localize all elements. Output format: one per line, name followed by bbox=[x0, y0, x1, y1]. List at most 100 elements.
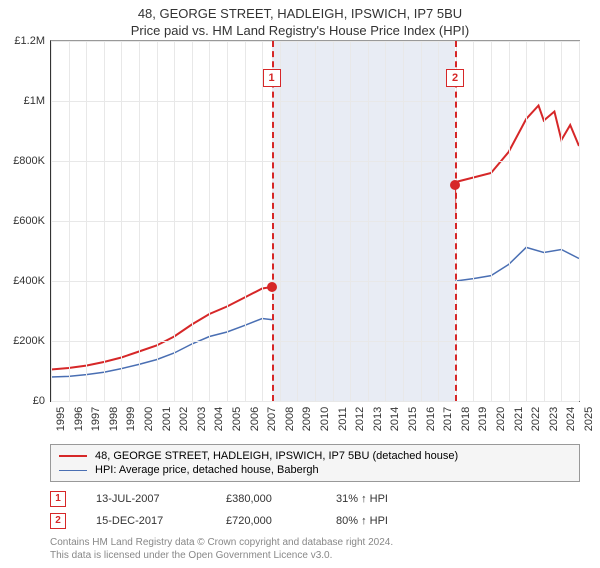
y-tick-label: £800K bbox=[13, 155, 51, 167]
event-row: 2 15-DEC-2017 £720,000 80% ↑ HPI bbox=[50, 510, 580, 532]
events-table: 1 13-JUL-2007 £380,000 31% ↑ HPI 2 15-DEC-201… bbox=[50, 488, 580, 532]
event-marker bbox=[267, 282, 277, 292]
event-price: £720,000 bbox=[226, 515, 306, 527]
footer-line2: This data is licensed under the Open Gov… bbox=[50, 549, 580, 562]
y-tick-label: £200K bbox=[13, 335, 51, 347]
x-tick-label: 2009 bbox=[297, 407, 313, 431]
gridline-v bbox=[509, 41, 510, 401]
footer-line1: Contains HM Land Registry data © Crown c… bbox=[50, 536, 580, 549]
chart-title: 48, GEORGE STREET, HADLEIGH, IPSWICH, IP… bbox=[0, 6, 600, 21]
legend-swatch bbox=[59, 470, 87, 471]
gridline-v bbox=[51, 41, 52, 401]
gridline-h bbox=[51, 401, 579, 402]
y-tick-label: £1.2M bbox=[14, 35, 51, 47]
gridline-v bbox=[209, 41, 210, 401]
x-tick-label: 2021 bbox=[509, 407, 525, 431]
event-pct: 31% ↑ HPI bbox=[336, 493, 436, 505]
x-tick-label: 2001 bbox=[157, 407, 173, 431]
gridline-v bbox=[69, 41, 70, 401]
x-tick-label: 2011 bbox=[333, 407, 349, 431]
x-tick-label: 2015 bbox=[403, 407, 419, 431]
x-tick-label: 2008 bbox=[280, 407, 296, 431]
event-row: 1 13-JUL-2007 £380,000 31% ↑ HPI bbox=[50, 488, 580, 510]
event-line bbox=[272, 41, 274, 401]
legend-swatch bbox=[59, 455, 87, 457]
gridline-v bbox=[350, 41, 351, 401]
chart-container: 48, GEORGE STREET, HADLEIGH, IPSWICH, IP… bbox=[0, 0, 600, 562]
gridline-v bbox=[262, 41, 263, 401]
event-badge: 1 bbox=[263, 69, 281, 87]
event-badge: 2 bbox=[446, 69, 464, 87]
x-tick-label: 1996 bbox=[69, 407, 85, 431]
gridline-v bbox=[438, 41, 439, 401]
x-tick-label: 2012 bbox=[350, 407, 366, 431]
x-tick-label: 2016 bbox=[421, 407, 437, 431]
x-tick-label: 2010 bbox=[315, 407, 331, 431]
gridline-v bbox=[121, 41, 122, 401]
x-tick-label: 2005 bbox=[227, 407, 243, 431]
plot-area: £0£200K£400K£600K£800K£1M£1.2M1995199619… bbox=[50, 40, 580, 402]
event-line bbox=[455, 41, 457, 401]
x-tick-label: 2002 bbox=[174, 407, 190, 431]
gridline-v bbox=[192, 41, 193, 401]
gridline-v bbox=[526, 41, 527, 401]
gridline-v bbox=[139, 41, 140, 401]
gridline-v bbox=[561, 41, 562, 401]
gridline-v bbox=[491, 41, 492, 401]
y-tick-label: £400K bbox=[13, 275, 51, 287]
event-marker bbox=[450, 180, 460, 190]
gridline-v bbox=[227, 41, 228, 401]
gridline-v bbox=[403, 41, 404, 401]
x-tick-label: 1997 bbox=[86, 407, 102, 431]
x-tick-label: 2007 bbox=[262, 407, 278, 431]
gridline-v bbox=[421, 41, 422, 401]
x-tick-label: 2014 bbox=[385, 407, 401, 431]
event-pct: 80% ↑ HPI bbox=[336, 515, 436, 527]
x-tick-label: 2018 bbox=[456, 407, 472, 431]
x-tick-label: 2013 bbox=[368, 407, 384, 431]
event-row-badge: 1 bbox=[50, 491, 66, 507]
event-price: £380,000 bbox=[226, 493, 306, 505]
legend-row: 48, GEORGE STREET, HADLEIGH, IPSWICH, IP… bbox=[59, 449, 571, 463]
x-tick-label: 2006 bbox=[245, 407, 261, 431]
gridline-v bbox=[104, 41, 105, 401]
x-tick-label: 1999 bbox=[121, 407, 137, 431]
legend-label: HPI: Average price, detached house, Babe… bbox=[95, 464, 319, 476]
gridline-v bbox=[333, 41, 334, 401]
gridline-v bbox=[315, 41, 316, 401]
x-tick-label: 1998 bbox=[104, 407, 120, 431]
event-date: 15-DEC-2017 bbox=[96, 515, 196, 527]
gridline-v bbox=[174, 41, 175, 401]
gridline-v bbox=[579, 41, 580, 401]
x-tick-label: 2022 bbox=[526, 407, 542, 431]
x-tick-label: 2024 bbox=[561, 407, 577, 431]
title-block: 48, GEORGE STREET, HADLEIGH, IPSWICH, IP… bbox=[0, 0, 600, 40]
x-tick-label: 2003 bbox=[192, 407, 208, 431]
legend-row: HPI: Average price, detached house, Babe… bbox=[59, 463, 571, 477]
x-tick-label: 2004 bbox=[209, 407, 225, 431]
gridline-v bbox=[245, 41, 246, 401]
x-tick-label: 2017 bbox=[438, 407, 454, 431]
x-tick-label: 2000 bbox=[139, 407, 155, 431]
gridline-v bbox=[86, 41, 87, 401]
legend-label: 48, GEORGE STREET, HADLEIGH, IPSWICH, IP… bbox=[95, 450, 458, 462]
legend: 48, GEORGE STREET, HADLEIGH, IPSWICH, IP… bbox=[50, 444, 580, 482]
y-tick-label: £1M bbox=[24, 95, 51, 107]
x-tick-label: 2020 bbox=[491, 407, 507, 431]
x-tick-label: 2019 bbox=[473, 407, 489, 431]
gridline-v bbox=[280, 41, 281, 401]
y-tick-label: £600K bbox=[13, 215, 51, 227]
y-tick-label: £0 bbox=[33, 395, 51, 407]
gridline-v bbox=[385, 41, 386, 401]
x-tick-label: 2023 bbox=[544, 407, 560, 431]
gridline-v bbox=[297, 41, 298, 401]
event-date: 13-JUL-2007 bbox=[96, 493, 196, 505]
gridline-v bbox=[473, 41, 474, 401]
x-tick-label: 1995 bbox=[51, 407, 67, 431]
footer: Contains HM Land Registry data © Crown c… bbox=[50, 536, 580, 562]
gridline-v bbox=[157, 41, 158, 401]
event-row-badge: 2 bbox=[50, 513, 66, 529]
x-tick-label: 2025 bbox=[579, 407, 595, 431]
chart-subtitle: Price paid vs. HM Land Registry's House … bbox=[0, 23, 600, 38]
gridline-v bbox=[544, 41, 545, 401]
